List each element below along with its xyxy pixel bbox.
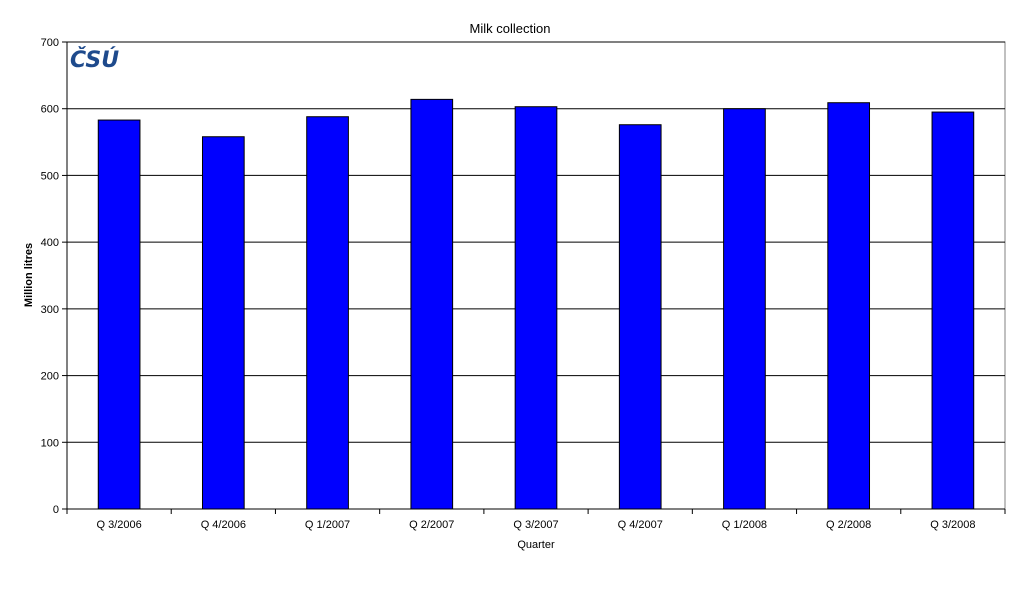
y-tick-label: 300 <box>41 304 59 316</box>
csu-logo: ČSÚ <box>70 47 119 73</box>
y-tick-label: 500 <box>41 170 59 182</box>
bar <box>931 111 975 510</box>
x-tick-label: Q 4/2007 <box>618 519 663 531</box>
x-axis-title: Quarter <box>517 539 555 551</box>
x-tick-labels: Q 3/2006 Q 4/2006 Q 1/2007 Q 2/2007 Q 3/2007… <box>96 519 975 531</box>
bar <box>410 98 454 510</box>
x-tick-label: Q 1/2007 <box>305 519 350 531</box>
x-tick-label: Q 4/2006 <box>201 519 246 531</box>
x-tick-label: Q 2/2007 <box>409 519 454 531</box>
x-tick-label: Q 3/2006 <box>96 519 141 531</box>
x-tick-label: Q 3/2008 <box>930 519 975 531</box>
y-tick-labels: 0 100 200 300 400 500 600 700 <box>41 37 59 516</box>
y-tick-label: 400 <box>41 237 59 249</box>
axes <box>62 41 1006 514</box>
x-tick-label: Q 1/2008 <box>722 519 767 531</box>
bars <box>97 98 975 510</box>
bar <box>306 116 349 510</box>
bar <box>201 136 245 510</box>
bar <box>723 108 766 510</box>
y-tick-label: 200 <box>41 371 59 383</box>
y-tick-label: 100 <box>41 437 59 449</box>
y-axis-title: Million litres <box>23 243 35 307</box>
chart-title: Milk collection <box>470 21 551 36</box>
x-tick-label: Q 2/2008 <box>826 519 871 531</box>
y-tick-label: 0 <box>53 504 59 516</box>
bar <box>97 119 141 510</box>
bar <box>618 124 662 510</box>
bar <box>514 106 558 510</box>
y-tick-label: 600 <box>41 104 59 116</box>
y-tick-label: 700 <box>41 37 59 49</box>
x-tick-label: Q 3/2007 <box>513 519 558 531</box>
bar <box>827 102 871 510</box>
